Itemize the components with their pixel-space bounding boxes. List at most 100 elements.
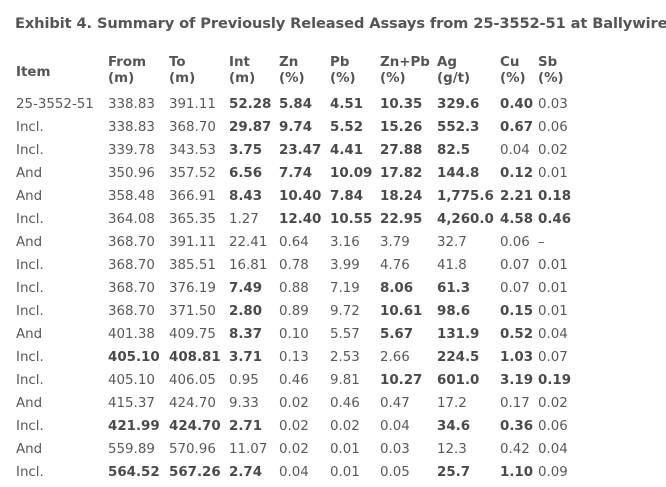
- column-header-name: Pb: [330, 55, 350, 70]
- table-cell: 1.10: [500, 465, 534, 480]
- column-header-name: From: [108, 55, 147, 70]
- table-cell: And: [16, 396, 43, 411]
- table-cell: –: [538, 235, 545, 250]
- table-cell: And: [16, 442, 43, 457]
- table-cell: 3.71: [229, 350, 263, 365]
- table-cell: 0.06: [538, 120, 568, 135]
- table-cell: 0.04: [500, 143, 530, 158]
- table-cell: 338.83: [108, 120, 155, 135]
- table-row: And 559.89 570.96 11.07 0.02 0.01 0.03 12.3 0.42…: [16, 438, 578, 461]
- table-cell: 559.89: [108, 442, 155, 457]
- column-header-unit: (m): [108, 71, 135, 86]
- table-cell: 0.01: [538, 258, 568, 273]
- table-cell: 0.01: [330, 465, 360, 480]
- table-cell: And: [16, 235, 43, 250]
- table-row: Incl. 364.08 365.35 1.27 12.40 10.55 22.95 4,26…: [16, 208, 578, 231]
- table-cell: 408.81: [169, 350, 221, 365]
- table-cell: 10.27: [380, 373, 423, 388]
- table-cell: 564.52: [108, 465, 160, 480]
- table-cell: 391.11: [169, 235, 216, 250]
- table-cell: Incl.: [16, 120, 44, 135]
- column-header-name: Item: [16, 65, 51, 80]
- table-cell: 0.04: [538, 327, 568, 342]
- table-cell: 0.67: [500, 120, 534, 135]
- table-cell: 424.70: [169, 419, 221, 434]
- column-header-unit: (m): [229, 71, 256, 86]
- table-cell: 343.53: [169, 143, 216, 158]
- table-cell: 2.21: [500, 189, 534, 204]
- table-cell: 0.42: [500, 442, 530, 457]
- table-header: Item From (m) To (m) Int (m) Zn (%) Pb (%) Zn+Pb (%)…: [16, 55, 578, 93]
- table-cell: And: [16, 166, 43, 181]
- exhibit-title: Exhibit 4. Summary of Previously Release…: [15, 15, 666, 32]
- table-cell: 0.01: [538, 166, 568, 181]
- table-cell: 8.43: [229, 189, 263, 204]
- table-cell: 401.38: [108, 327, 155, 342]
- table-cell: 0.95: [229, 373, 259, 388]
- table-cell: 421.99: [108, 419, 160, 434]
- table-cell: 5.67: [380, 327, 414, 342]
- table-cell: 0.02: [279, 396, 309, 411]
- table-cell: 567.26: [169, 465, 221, 480]
- table-cell: 0.15: [500, 304, 534, 319]
- table-cell: 0.04: [279, 465, 309, 480]
- table-cell: 17.2: [437, 396, 467, 411]
- header-row: Item From (m) To (m) Int (m) Zn (%) Pb (%) Zn+Pb (%)…: [16, 55, 578, 93]
- column-header-unit: (%): [538, 71, 564, 86]
- table-cell: 409.75: [169, 327, 216, 342]
- table-cell: 0.47: [380, 396, 410, 411]
- table-cell: 570.96: [169, 442, 216, 457]
- table-cell: 4.76: [380, 258, 410, 273]
- table-cell: 0.10: [279, 327, 309, 342]
- table-cell: 0.88: [279, 281, 309, 296]
- table-row: And 401.38 409.75 8.37 0.10 5.57 5.67 131.9 0.52…: [16, 323, 578, 346]
- table-cell: 0.04: [380, 419, 410, 434]
- table-cell: 9.72: [330, 304, 360, 319]
- table-cell: Incl.: [16, 304, 44, 319]
- table-cell: 0.07: [538, 350, 568, 365]
- table-row: Incl. 368.70 376.19 7.49 0.88 7.19 8.06 61.3 0.0…: [16, 277, 578, 300]
- table-row: And 350.96 357.52 6.56 7.74 10.09 17.82 144.8 0.…: [16, 162, 578, 185]
- table-cell: 0.01: [330, 442, 360, 457]
- table-cell: 4.51: [330, 97, 364, 112]
- table-cell: 0.01: [538, 304, 568, 319]
- table-cell: 34.6: [437, 419, 471, 434]
- table-cell: 350.96: [108, 166, 155, 181]
- table-cell: 0.78: [279, 258, 309, 273]
- table-cell: 7.19: [330, 281, 360, 296]
- table-cell: 368.70: [169, 120, 216, 135]
- column-header: Sb (%): [538, 55, 578, 93]
- table-row: Incl. 405.10 408.81 3.71 0.13 2.53 2.66 224.5 1.…: [16, 346, 578, 369]
- table-cell: 0.18: [538, 189, 572, 204]
- table-cell: 5.84: [279, 97, 313, 112]
- table-cell: 424.70: [169, 396, 216, 411]
- table-cell: 405.10: [108, 373, 155, 388]
- table-cell: 0.02: [330, 419, 360, 434]
- table-cell: 27.88: [380, 143, 423, 158]
- table-cell: 12.40: [279, 212, 322, 227]
- table-body: 25-3552-51 338.83 391.11 52.28 5.84 4.51 10.35…: [16, 93, 578, 484]
- column-header-name: Cu: [500, 55, 520, 70]
- column-header: Zn (%): [279, 55, 330, 93]
- table-cell: Incl.: [16, 465, 44, 480]
- table-cell: 8.37: [229, 327, 263, 342]
- table-cell: 0.09: [538, 465, 568, 480]
- table-cell: Incl.: [16, 258, 44, 273]
- table-cell: 12.3: [437, 442, 467, 457]
- table-cell: 52.28: [229, 97, 272, 112]
- column-header-unit: (%): [279, 71, 305, 86]
- table-cell: 7.74: [279, 166, 313, 181]
- table-cell: 552.3: [437, 120, 480, 135]
- column-header-unit: (%): [380, 71, 406, 86]
- table-row: Incl. 368.70 371.50 2.80 0.89 9.72 10.61 98.6 0.…: [16, 300, 578, 323]
- table-row: Incl. 338.83 368.70 29.87 9.74 5.52 15.26 552.3…: [16, 116, 578, 139]
- table-cell: 10.55: [330, 212, 373, 227]
- table-cell: 22.41: [229, 235, 268, 250]
- table-cell: 358.48: [108, 189, 155, 204]
- column-header: From (m): [108, 55, 169, 93]
- table-cell: And: [16, 189, 43, 204]
- column-header-name: Ag: [437, 55, 457, 70]
- table-cell: 7.49: [229, 281, 263, 296]
- table-cell: 32.7: [437, 235, 467, 250]
